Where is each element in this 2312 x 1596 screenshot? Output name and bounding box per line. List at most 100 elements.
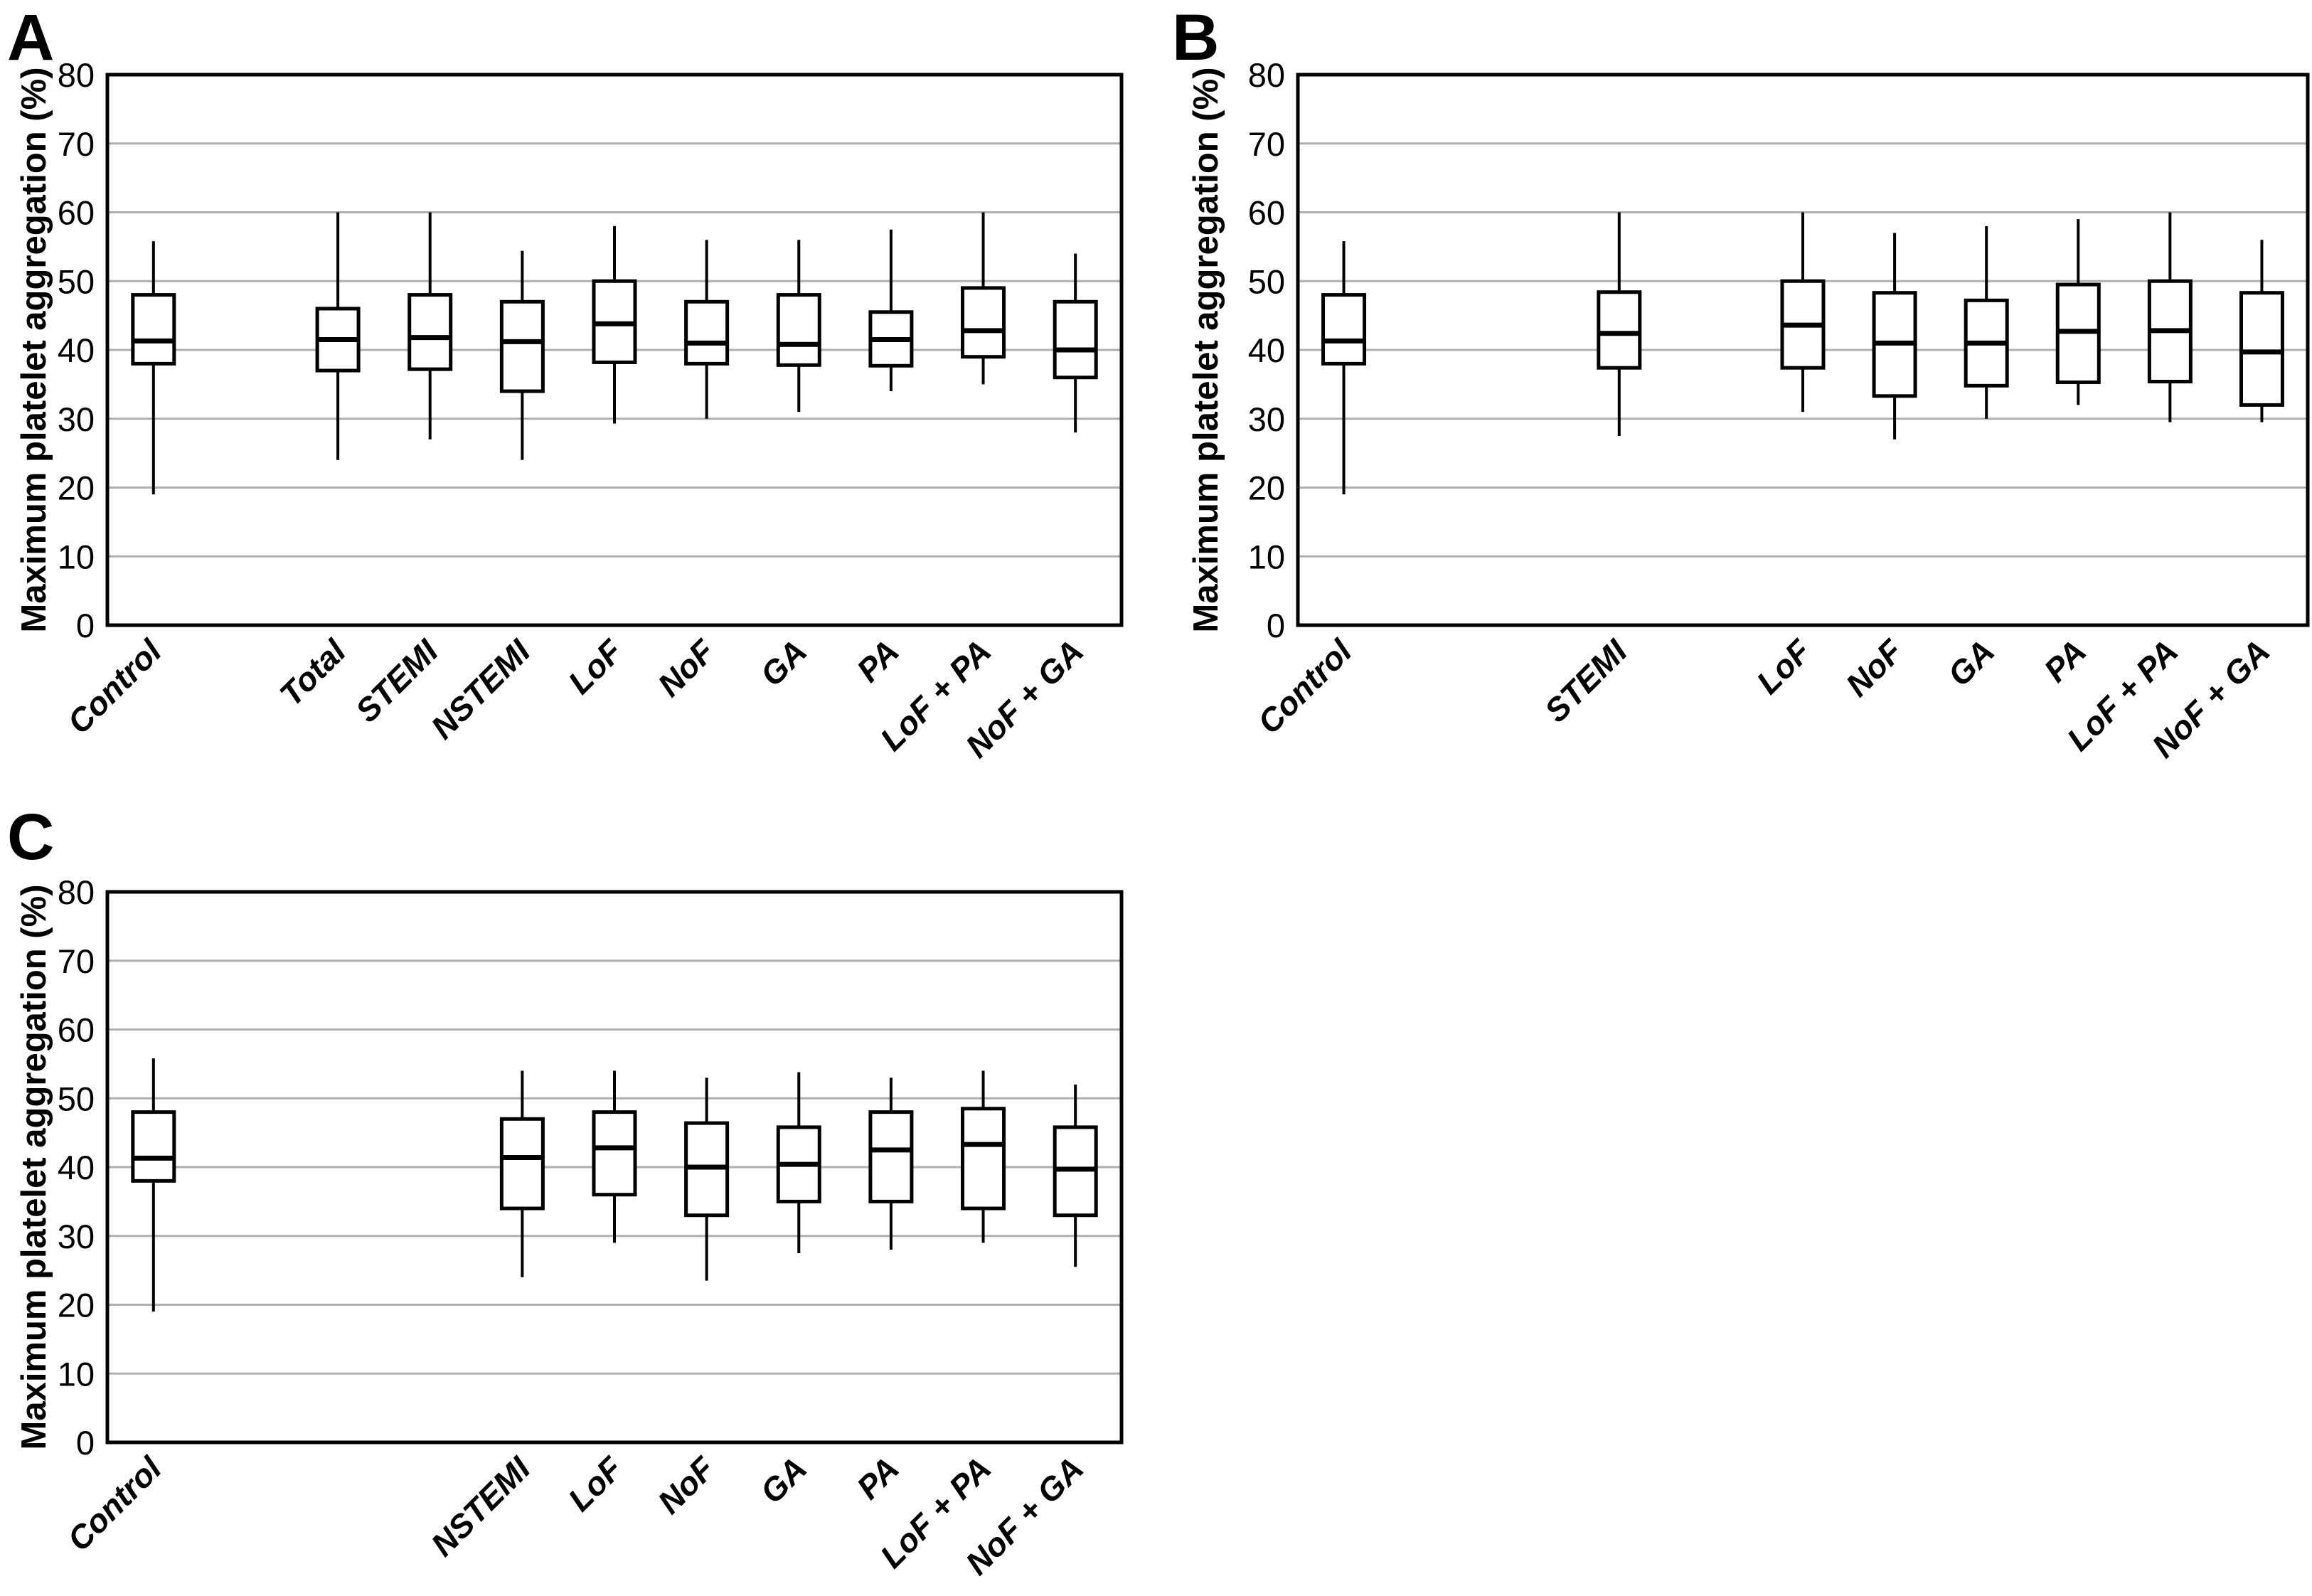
plot-border: [105, 890, 1124, 1445]
panel-letter-c: C: [7, 801, 54, 873]
x-label-nof: NoF: [651, 632, 723, 703]
box-group-lof: [1780, 212, 1826, 413]
panel-letter-b: B: [1172, 1, 1219, 74]
box-group-control: [1321, 241, 1367, 495]
y-tick-label-70: 70: [58, 125, 95, 163]
box-group-pa: [868, 229, 914, 392]
box-group-pa: [868, 1078, 914, 1250]
box-group-ga: [776, 240, 821, 413]
box-group-lof-pa: [961, 212, 1006, 385]
y-tick-label-20: 20: [1248, 469, 1285, 507]
iqr-box-lof-pa: [961, 1107, 1006, 1211]
y-tick-label-80: 80: [1248, 56, 1285, 94]
x-label-lof: LoF: [1749, 632, 1819, 701]
x-label-control: Control: [60, 1449, 169, 1558]
box-group-lof: [592, 1070, 637, 1243]
x-label-ga: GA: [753, 632, 814, 693]
plot-border: [1296, 73, 2310, 627]
iqr-box-nof: [684, 299, 730, 366]
y-tick-label-0: 0: [76, 607, 95, 644]
box-group-ga: [776, 1072, 821, 1253]
iqr-box-nstemi: [499, 299, 545, 393]
iqr-box-pa: [868, 1110, 914, 1203]
box-group-nof-ga: [1053, 253, 1098, 433]
x-label-nof: NoF: [1838, 632, 1910, 703]
iqr-box-lof: [592, 1110, 637, 1197]
plot-border: [105, 73, 1124, 627]
iqr-box-control: [131, 293, 176, 366]
x-label-ga: GA: [1941, 632, 2002, 693]
y-tick-label-10: 10: [1248, 538, 1285, 575]
y-tick-label-40: 40: [58, 1149, 95, 1186]
x-label-control: Control: [60, 632, 169, 740]
x-label-lof: LoF: [561, 1449, 631, 1518]
box-group-control: [131, 1058, 176, 1312]
box-group-lof-pa: [961, 1070, 1006, 1243]
box-group-ga: [1964, 225, 2009, 419]
panel-c: 0 10 20 30 40 50 60 70 80 Control NSTEMI LoF NoF GA PA…: [7, 801, 1124, 1582]
panel-letter-a: A: [7, 1, 54, 74]
y-tick-label-60: 60: [58, 1011, 95, 1049]
x-label-pa: PA: [2037, 632, 2094, 689]
box-group-lof-pa: [2147, 212, 2193, 422]
x-label-control: Control: [1250, 632, 1359, 740]
y-axis-title: Maximum platelet aggregation (%): [15, 884, 53, 1449]
y-tick-label-70: 70: [58, 942, 95, 980]
y-tick-label-0: 0: [1267, 607, 1285, 644]
y-tick-label-60: 60: [1248, 194, 1285, 232]
x-label-nstemi: NSTEMI: [424, 632, 538, 746]
y-tick-label-10: 10: [58, 538, 95, 575]
y-tick-label-50: 50: [1248, 262, 1285, 300]
iqr-box-control: [1321, 293, 1367, 366]
box-group-nstemi: [499, 250, 545, 460]
y-tick-label-80: 80: [58, 873, 95, 911]
box-group-stemi: [407, 212, 453, 440]
iqr-box-nstemi: [499, 1117, 545, 1211]
x-label-pa: PA: [849, 632, 906, 689]
x-label-pa: PA: [849, 1449, 906, 1506]
y-tick-label-60: 60: [58, 194, 95, 232]
box-group-nof: [684, 240, 730, 419]
iqr-box-stemi: [407, 293, 453, 371]
x-label-stemi: STEMI: [1538, 632, 1635, 729]
box-group-nof: [684, 1078, 730, 1281]
y-tick-label-10: 10: [58, 1355, 95, 1393]
y-tick-label-20: 20: [58, 469, 95, 507]
box-group-pa: [2055, 219, 2101, 405]
x-label-lof: LoF: [561, 632, 631, 701]
x-label-ga: GA: [753, 1449, 814, 1511]
iqr-box-control: [131, 1110, 176, 1183]
y-tick-label-50: 50: [58, 262, 95, 300]
y-tick-label-50: 50: [58, 1080, 95, 1117]
y-tick-label-30: 30: [58, 400, 95, 438]
y-axis-title: Maximum platelet aggregation (%): [15, 67, 53, 632]
box-group-total: [315, 212, 361, 460]
iqr-box-lof-pa: [961, 286, 1006, 359]
x-label-total: Total: [272, 632, 353, 713]
box-group-stemi: [1597, 212, 1642, 436]
iqr-box-nof-ga: [2239, 291, 2284, 407]
y-tick-label-0: 0: [76, 1424, 95, 1462]
x-label-nstemi: NSTEMI: [424, 1449, 538, 1563]
iqr-box-ga: [776, 293, 821, 367]
box-group-control: [131, 241, 176, 495]
box-group-nof-ga: [1053, 1084, 1098, 1267]
y-tick-label-70: 70: [1248, 125, 1285, 163]
y-tick-label-40: 40: [1248, 331, 1285, 369]
y-tick-label-30: 30: [58, 1218, 95, 1255]
y-tick-label-30: 30: [1248, 400, 1285, 438]
iqr-box-stemi: [1597, 290, 1642, 370]
y-axis-title: Maximum platelet aggregation (%): [1187, 67, 1225, 632]
box-group-nof-ga: [2239, 240, 2284, 422]
x-label-nof: NoF: [651, 1449, 723, 1521]
y-tick-label-80: 80: [58, 56, 95, 94]
box-group-nof: [1872, 233, 1917, 440]
y-tick-label-20: 20: [58, 1287, 95, 1324]
box-group-lof: [592, 225, 637, 424]
iqr-box-nof-ga: [1053, 299, 1098, 380]
box-group-nstemi: [499, 1070, 545, 1277]
